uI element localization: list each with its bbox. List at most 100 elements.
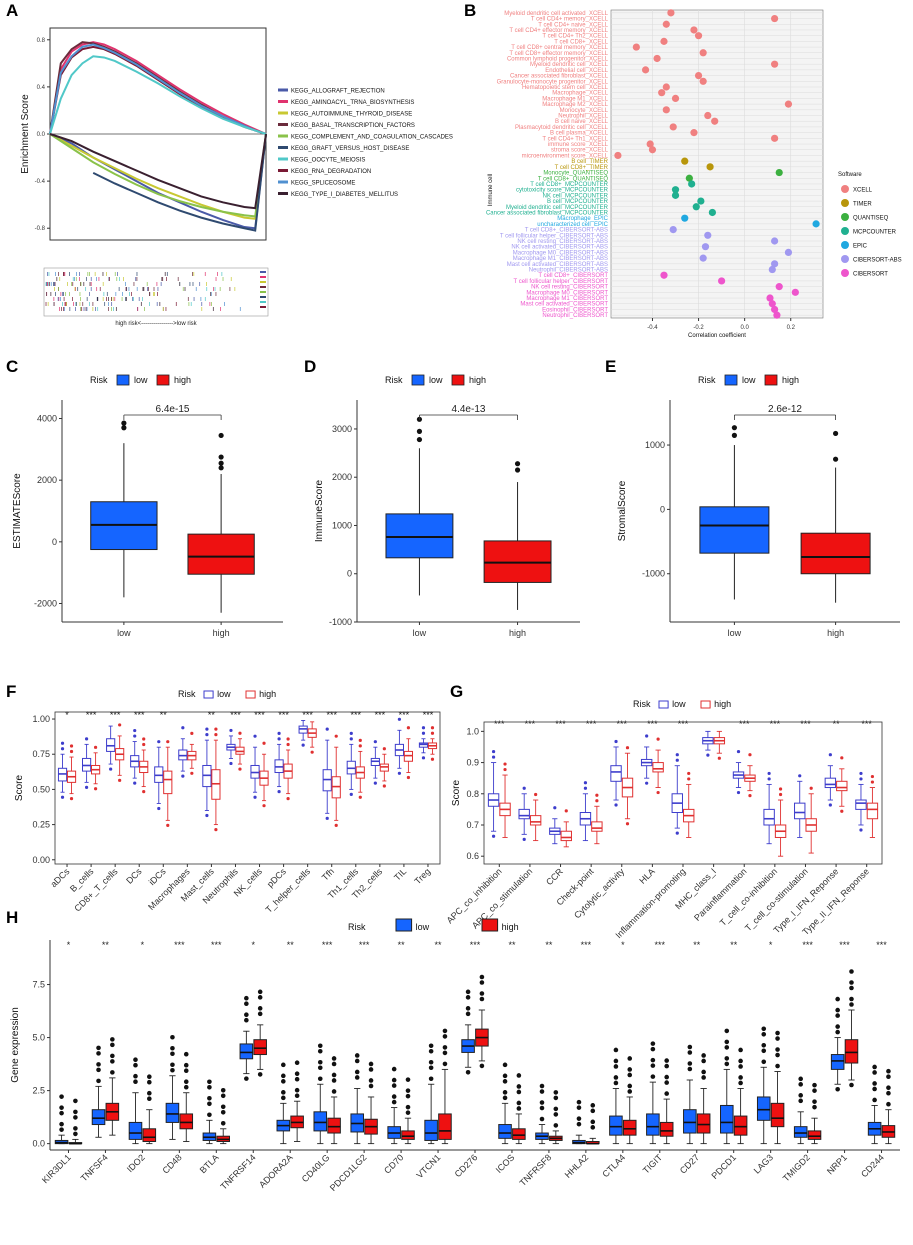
correlation-row-label: Plasmacytoid dendritic cell_XCELL bbox=[515, 125, 609, 131]
grouped-outlier bbox=[627, 1067, 633, 1072]
grouped-outlier bbox=[516, 1106, 522, 1111]
grouped-outlier bbox=[317, 1048, 323, 1054]
correlation-row-label: cytotoxicity score_MCPCOUNTER bbox=[516, 188, 609, 194]
risk-legend-low-swatch bbox=[724, 374, 738, 386]
grouped-outlier bbox=[614, 803, 618, 807]
grouped-outlier bbox=[69, 797, 74, 801]
grouped-outlier bbox=[595, 793, 599, 797]
correlation-row-label: Monocyte_QUANTISEQ bbox=[543, 171, 608, 177]
box-outlier bbox=[833, 430, 839, 437]
grouped-outlier bbox=[214, 827, 218, 832]
boxplot-y-axis-title: ImmuneScore bbox=[314, 479, 325, 542]
grouped-outlier bbox=[430, 757, 435, 761]
correlation-row-label: microenvironment score_XCELL bbox=[522, 153, 609, 159]
grouped-box-high bbox=[836, 780, 848, 792]
correlation-point bbox=[708, 208, 716, 217]
grouped-outlier bbox=[835, 1007, 840, 1013]
grouped-x-tick-label: T_helper_cells bbox=[264, 866, 313, 915]
grouped-x-tick-label: NRP1 bbox=[825, 1152, 849, 1176]
grouped-outlier bbox=[576, 1099, 582, 1105]
significance-label: *** bbox=[230, 710, 241, 720]
correlation-row-label: B cell_TIMER bbox=[571, 159, 608, 165]
box-outlier bbox=[731, 425, 738, 431]
grouped-legend-high-swatch bbox=[245, 690, 256, 699]
grouped-outlier bbox=[170, 1067, 175, 1073]
correlation-point bbox=[671, 94, 680, 103]
grouped-outlier bbox=[334, 734, 338, 738]
correlation-row-label: B cell naive_XCELL bbox=[555, 119, 609, 125]
grouped-box-high bbox=[142, 1128, 157, 1143]
grouped-box-low bbox=[165, 1102, 180, 1123]
grouped-axis-frame bbox=[54, 711, 441, 865]
grouped-outlier bbox=[277, 737, 281, 741]
significance-label: ** bbox=[693, 940, 701, 950]
grouped-outlier bbox=[421, 726, 426, 730]
correlation-row-label: NK cell resting_CIBERSORT bbox=[531, 285, 608, 291]
grouped-outlier bbox=[142, 742, 146, 747]
significance-label: *** bbox=[678, 719, 689, 729]
grouped-box-high bbox=[622, 1119, 637, 1136]
box-outlier bbox=[218, 454, 224, 460]
significance-label: *** bbox=[525, 719, 536, 729]
correlation-point bbox=[669, 225, 677, 234]
grouped-outlier bbox=[442, 1028, 448, 1034]
grouped-outlier bbox=[60, 741, 65, 745]
grouped-outlier bbox=[69, 749, 74, 754]
boxplot-y-axis-title: StromalScore bbox=[617, 480, 628, 541]
grouped-outlier bbox=[502, 1095, 508, 1101]
significance-label: *** bbox=[555, 719, 566, 729]
grouped-legend-high-swatch bbox=[481, 918, 499, 932]
grouped-x-tick-label: TIL bbox=[392, 866, 408, 882]
grouped-outlier bbox=[859, 777, 863, 781]
grouped-x-tick-label: ADORA2A bbox=[257, 1152, 294, 1189]
significance-label: *** bbox=[399, 710, 410, 720]
grouped-outlier bbox=[405, 1093, 411, 1099]
grouped-outlier bbox=[317, 1076, 323, 1082]
grouped-box-high bbox=[733, 1115, 748, 1136]
grouped-outlier bbox=[96, 1078, 101, 1084]
grouped-outlier bbox=[73, 1131, 78, 1137]
correlation-point bbox=[784, 248, 793, 257]
grouped-outlier bbox=[294, 1071, 300, 1077]
significance-label: *** bbox=[174, 940, 185, 950]
grouped-box-low bbox=[794, 802, 806, 820]
grouped-outlier bbox=[331, 1089, 337, 1094]
correlation-point bbox=[699, 49, 707, 57]
boxplot-y-axis-title: ESTIMATEScore bbox=[12, 473, 23, 549]
grouped-outlier bbox=[181, 726, 185, 730]
grouped-box-low bbox=[824, 777, 837, 789]
grouped-outlier bbox=[368, 1083, 374, 1089]
grouped-outlier bbox=[778, 792, 783, 797]
grouped-outlier bbox=[491, 834, 496, 838]
grouped-box-low bbox=[239, 1043, 254, 1060]
panel-letter-B: B bbox=[464, 1, 476, 20]
significance-label: ** bbox=[160, 710, 168, 720]
grouped-outlier bbox=[835, 996, 840, 1002]
boxplot-y-tick-label: -2000 bbox=[34, 599, 57, 609]
grouped-outlier bbox=[142, 737, 146, 741]
grouped-outlier bbox=[664, 1074, 669, 1080]
gsea-legend-label: KEGG_OOCYTE_MEIOSIS bbox=[291, 158, 365, 164]
grouped-outlier bbox=[331, 1072, 337, 1078]
grouped-outlier bbox=[405, 1110, 411, 1115]
significance-label: ** bbox=[287, 940, 295, 950]
boxplot-panel-D: Risk low high -1000 0 1000 2000 3000 ImmuneScore… bbox=[314, 374, 580, 638]
correlation-row-label: T cell CD8+_CIBERSORT bbox=[538, 273, 608, 279]
grouped-box-high bbox=[807, 1130, 822, 1140]
correlation-row-label: Cancer associated fibroblast_MCPCOUNTER bbox=[486, 210, 609, 216]
grouped-outlier bbox=[207, 1079, 212, 1085]
grouped-x-tick-label: VTCN1 bbox=[415, 1152, 443, 1180]
significance-label: *** bbox=[586, 719, 597, 729]
correlation-legend-label: CIBERSORT-ABS bbox=[853, 258, 902, 264]
correlation-row-label: Mast cell activated_CIBERSORT-ABS bbox=[507, 262, 608, 268]
grouped-outlier bbox=[872, 1081, 877, 1086]
risk-legend-low-label: low bbox=[742, 375, 756, 385]
grouped-outlier bbox=[886, 1101, 891, 1107]
grouped-outlier bbox=[397, 717, 402, 721]
significance-label: *** bbox=[278, 710, 289, 720]
grouped-outlier bbox=[84, 785, 89, 789]
grouped-outlier bbox=[281, 1062, 286, 1068]
grouped-outlier bbox=[706, 753, 710, 757]
grouped-outlier bbox=[522, 786, 526, 790]
correlation-x-tick-label: -0.4 bbox=[647, 325, 658, 331]
